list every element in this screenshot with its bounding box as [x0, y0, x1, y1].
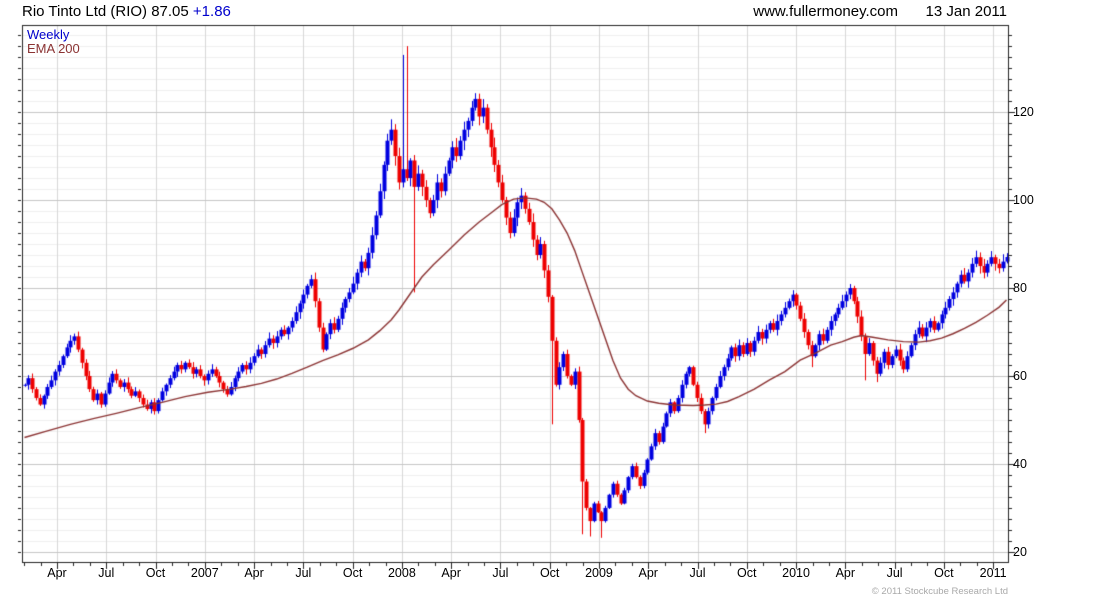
- copyright-note: © 2011 Stockcube Research Ltd: [871, 586, 1008, 597]
- y-axis-label: 60: [1013, 368, 1027, 383]
- x-axis-label: 2010: [782, 566, 810, 580]
- x-axis-label: Jul: [295, 566, 312, 580]
- x-axis-label: Oct: [539, 566, 560, 580]
- x-axis-label: Jul: [492, 566, 509, 580]
- x-axis-label: Apr: [244, 566, 264, 580]
- x-axis-label: 2011: [979, 566, 1007, 580]
- legend-weekly: Weekly: [27, 27, 70, 42]
- y-axis-label: 80: [1013, 281, 1027, 295]
- x-axis-label: Apr: [638, 566, 658, 580]
- y-axis-label: 100: [1013, 193, 1034, 208]
- legend-ema-200: EMA 200: [27, 41, 80, 56]
- y-axis-label: 20: [1013, 544, 1027, 559]
- x-axis-label: Oct: [934, 566, 954, 580]
- x-axis-label: Jul: [689, 566, 706, 580]
- y-axis-label: 40: [1013, 456, 1027, 471]
- x-axis-label: Oct: [145, 566, 166, 580]
- x-axis-label: Oct: [342, 566, 363, 580]
- x-axis-label: Apr: [441, 566, 461, 580]
- x-axis-label: Oct: [737, 566, 757, 580]
- x-axis-label: Apr: [835, 566, 856, 580]
- x-axis-label: Jul: [98, 566, 115, 580]
- x-axis-label: 2007: [190, 566, 219, 580]
- y-axis-label: 120: [1013, 105, 1034, 120]
- x-axis-label: 2009: [585, 566, 613, 580]
- x-axis-label: Apr: [47, 566, 67, 580]
- x-axis-label: Jul: [886, 566, 903, 580]
- x-axis-label: 2008: [387, 566, 416, 580]
